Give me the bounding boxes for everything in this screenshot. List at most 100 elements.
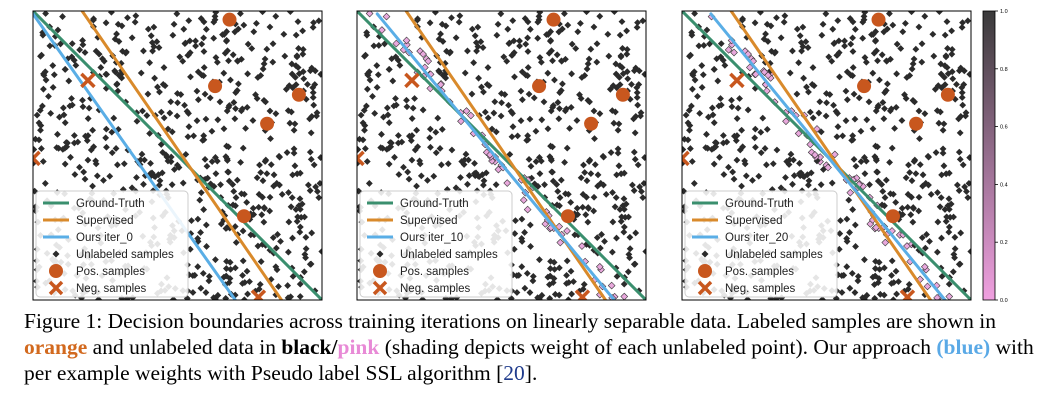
supervised-line bbox=[80, 11, 284, 300]
unlabeled-sample bbox=[437, 30, 444, 38]
unlabeled-sample bbox=[912, 45, 920, 53]
unlabeled-sample bbox=[907, 211, 915, 219]
unlabeled-sample bbox=[260, 218, 268, 226]
unlabeled-sample bbox=[223, 28, 231, 35]
unlabeled-sample bbox=[561, 158, 568, 166]
unlabeled-sample bbox=[261, 55, 269, 63]
unlabeled-sample bbox=[119, 47, 126, 55]
unlabeled-sample bbox=[392, 95, 399, 102]
unlabeled-sample bbox=[642, 248, 646, 255]
unlabeled-sample bbox=[310, 161, 318, 169]
unlabeled-sample bbox=[394, 56, 402, 64]
unlabeled-sample bbox=[559, 80, 566, 88]
unlabeled-sample bbox=[809, 114, 817, 122]
unlabeled-sample bbox=[95, 50, 103, 58]
unlabeled-sample bbox=[591, 135, 598, 143]
unlabeled-sample bbox=[843, 68, 851, 76]
unlabeled-sample bbox=[893, 40, 901, 48]
unlabeled-sample bbox=[822, 11, 830, 18]
unlabeled-sample bbox=[564, 21, 572, 29]
unlabeled-sample bbox=[578, 242, 586, 250]
unlabeled-sample bbox=[956, 129, 964, 137]
unlabeled-sample bbox=[512, 217, 519, 225]
unlabeled-sample bbox=[805, 177, 813, 185]
unlabeled-sample bbox=[849, 206, 857, 213]
unlabeled-sample bbox=[719, 132, 727, 139]
unlabeled-sample bbox=[114, 125, 122, 133]
unlabeled-sample bbox=[532, 158, 540, 165]
unlabeled-sample bbox=[468, 25, 476, 33]
unlabeled-sample bbox=[201, 155, 209, 163]
unlabeled-sample bbox=[874, 143, 881, 151]
unlabeled-sample bbox=[714, 77, 722, 85]
unlabeled-sample bbox=[945, 195, 953, 203]
unlabeled-sample bbox=[815, 109, 823, 117]
unlabeled-sample bbox=[89, 182, 96, 190]
unlabeled-sample bbox=[441, 59, 449, 67]
unlabeled-sample bbox=[188, 217, 195, 225]
unlabeled-sample bbox=[634, 101, 642, 109]
unlabeled-sample bbox=[316, 179, 322, 187]
caption-citation[interactable]: 20 bbox=[503, 361, 525, 385]
unlabeled-sample bbox=[594, 182, 602, 190]
unlabeled-sample bbox=[577, 174, 585, 182]
unlabeled-sample bbox=[68, 40, 76, 47]
unlabeled-sample bbox=[794, 129, 803, 138]
unlabeled-sample bbox=[112, 68, 119, 76]
legend-supervised-label: Supervised bbox=[725, 215, 783, 227]
unlabeled-sample bbox=[266, 193, 274, 201]
unlabeled-sample bbox=[617, 170, 625, 178]
unlabeled-sample bbox=[803, 83, 810, 91]
unlabeled-sample bbox=[102, 134, 110, 142]
unlabeled-sample bbox=[492, 181, 500, 189]
positive-sample bbox=[236, 209, 251, 224]
unlabeled-sample bbox=[708, 104, 716, 112]
unlabeled-sample bbox=[889, 296, 897, 300]
unlabeled-sample bbox=[137, 156, 144, 164]
unlabeled-sample bbox=[395, 171, 403, 178]
unlabeled-sample bbox=[695, 42, 703, 50]
unlabeled-sample bbox=[79, 41, 87, 49]
unlabeled-sample bbox=[878, 201, 886, 209]
unlabeled-sample bbox=[797, 169, 805, 177]
unlabeled-sample bbox=[293, 170, 301, 178]
unlabeled-sample bbox=[298, 200, 306, 208]
unlabeled-sample bbox=[934, 189, 941, 196]
unlabeled-sample bbox=[448, 146, 456, 154]
unlabeled-sample bbox=[951, 254, 958, 262]
unlabeled-sample bbox=[259, 65, 267, 73]
unlabeled-sample bbox=[238, 190, 245, 198]
unlabeled-sample bbox=[87, 95, 94, 102]
legend-supervised-label: Supervised bbox=[76, 215, 134, 227]
unlabeled-sample bbox=[199, 269, 207, 277]
unlabeled-sample bbox=[919, 171, 927, 179]
unlabeled-sample bbox=[70, 132, 78, 139]
unlabeled-sample bbox=[628, 181, 636, 189]
unlabeled-sample bbox=[497, 11, 505, 18]
unlabeled-sample bbox=[863, 291, 871, 299]
unlabeled-sample bbox=[366, 76, 374, 84]
unlabeled-sample bbox=[361, 145, 369, 152]
unlabeled-sample bbox=[888, 257, 896, 265]
unlabeled-sample bbox=[915, 207, 923, 215]
unlabeled-sample bbox=[255, 203, 263, 211]
unlabeled-sample bbox=[240, 296, 248, 300]
unlabeled-sample bbox=[482, 148, 491, 157]
unlabeled-sample bbox=[488, 157, 496, 165]
unlabeled-sample bbox=[583, 11, 590, 16]
unlabeled-sample bbox=[516, 42, 523, 50]
unlabeled-sample bbox=[296, 293, 304, 300]
unlabeled-sample bbox=[789, 47, 796, 55]
unlabeled-sample bbox=[600, 181, 607, 189]
unlabeled-sample bbox=[357, 135, 363, 143]
unlabeled-sample bbox=[596, 244, 604, 252]
unlabeled-sample bbox=[633, 89, 641, 97]
unlabeled-sample bbox=[304, 80, 311, 88]
unlabeled-sample bbox=[193, 117, 201, 125]
unlabeled-sample bbox=[596, 110, 604, 118]
unlabeled-sample bbox=[253, 19, 260, 27]
unlabeled-sample bbox=[460, 161, 468, 168]
unlabeled-sample bbox=[493, 296, 501, 300]
positive-sample bbox=[208, 79, 223, 94]
unlabeled-sample bbox=[197, 15, 205, 22]
